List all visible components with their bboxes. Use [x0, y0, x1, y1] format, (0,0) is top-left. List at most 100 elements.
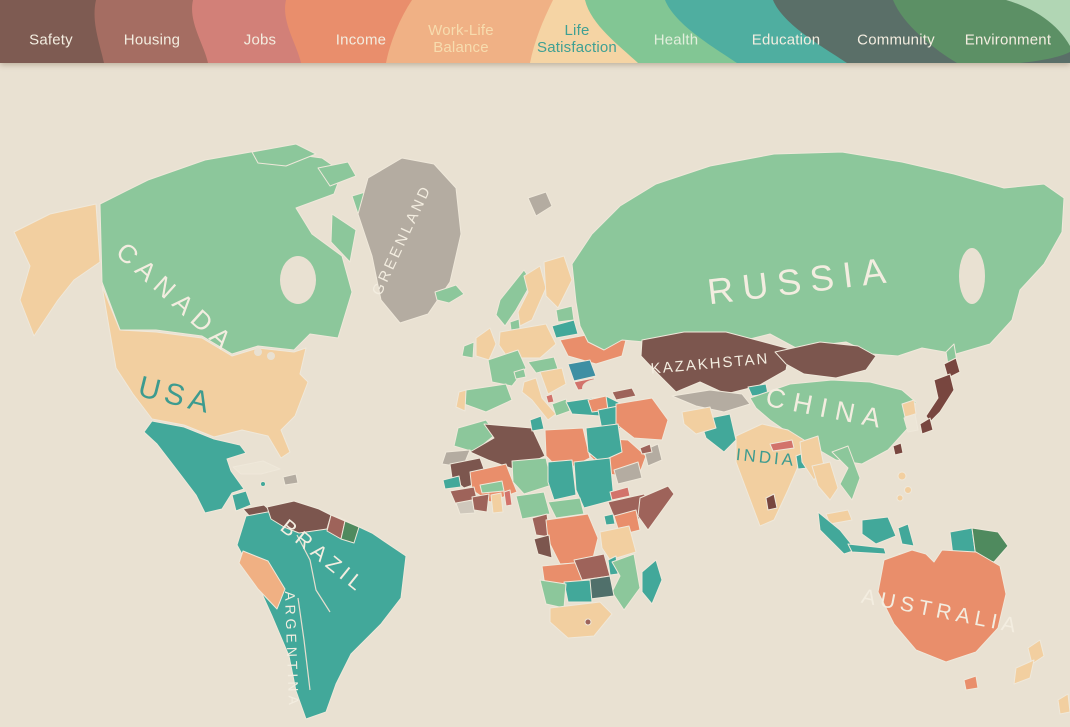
country-north-korea [901, 399, 917, 418]
indonesia-sumatra [817, 511, 857, 555]
legend-label-work-life-balance: Work-Life Balance [428, 22, 494, 56]
great-lakes [267, 352, 275, 360]
country-baffin [330, 213, 357, 263]
country-guatemala [231, 490, 252, 512]
country-romania [567, 359, 597, 382]
country-yemen [613, 461, 643, 485]
country-niger [511, 457, 553, 495]
world-map [13, 143, 1070, 720]
new-zealand-north [1027, 639, 1045, 665]
country-hispaniola [282, 473, 299, 486]
country-portugal [455, 389, 467, 412]
country-japan [925, 373, 955, 423]
region-caucasus [611, 387, 637, 401]
country-australia [877, 549, 1007, 663]
japan-hokkaido [943, 357, 961, 379]
country-jamaica [260, 481, 266, 487]
country-lesotho [584, 618, 592, 626]
country-alaska [13, 203, 101, 337]
country-iceland [434, 284, 465, 304]
japan-kyushu [919, 417, 934, 435]
country-spain [463, 383, 513, 413]
legend-label-housing: Housing [123, 31, 181, 49]
arctic-island [317, 161, 357, 187]
country-namibia [539, 579, 567, 609]
country-ivory-coast [471, 493, 490, 513]
legend-segment-environment [893, 0, 1070, 63]
country-south-africa [549, 601, 613, 639]
legend-waves [0, 0, 1070, 63]
country-india [735, 423, 805, 527]
border-brazil-west [296, 534, 331, 613]
country-chad [547, 459, 577, 501]
region-central-african-republic [547, 497, 585, 519]
region-turkmenistan-uzbekistan [671, 389, 751, 413]
country-china [749, 379, 917, 465]
country-usa [101, 285, 309, 459]
country-philippines [896, 494, 904, 502]
country-mozambique [611, 553, 641, 611]
country-egypt [585, 423, 623, 463]
legend-label-safety: Safety [29, 31, 73, 49]
border-chile-argentina [297, 597, 311, 691]
country-mongolia [774, 341, 877, 379]
legend-label-education: Education [751, 31, 821, 49]
country-finland [543, 255, 573, 309]
country-peru [238, 550, 286, 610]
country-south-korea [903, 413, 919, 433]
legend-label-community: Community [857, 31, 935, 49]
new-zealand-edge [1057, 693, 1070, 715]
svalbard [527, 191, 553, 217]
country-albania [545, 393, 555, 404]
arctic-island [251, 143, 317, 167]
new-zealand-south [1013, 659, 1035, 685]
region-baltics [555, 305, 575, 323]
hudson-bay [280, 256, 316, 304]
country-cuba [232, 460, 281, 475]
legend-end-cap [1006, 0, 1070, 46]
country-philippines [897, 471, 907, 481]
country-russia [571, 151, 1065, 357]
country-thailand [811, 461, 839, 501]
country-norway [495, 269, 533, 327]
country-vietnam [831, 445, 861, 501]
legend-label-health: Health [653, 31, 699, 49]
legend-label-life-satisfaction: Life Satisfaction [537, 22, 617, 56]
australia-tasmania [963, 675, 979, 691]
country-sudan [573, 457, 615, 509]
country-uganda [603, 513, 616, 526]
region-south-america [236, 505, 407, 720]
country-italy [521, 377, 557, 421]
region-central-europe [498, 323, 557, 359]
indonesia-borneo [861, 516, 897, 545]
country-uk [475, 327, 497, 361]
legend-label-environment: Environment [964, 31, 1052, 49]
region-sierra-leone-liberia [455, 499, 476, 515]
indonesia-java [847, 543, 887, 555]
country-eritrea [609, 486, 631, 501]
black-sea [582, 379, 614, 397]
sea-of-okhotsk [959, 248, 985, 304]
great-lakes [254, 348, 262, 356]
country-uae [639, 443, 653, 455]
country-sri-lanka [765, 493, 778, 511]
indonesia-sulawesi [897, 523, 915, 547]
country-tunisia [529, 415, 545, 432]
country-senegal [442, 475, 462, 490]
country-afghanistan [681, 406, 717, 435]
legend-bar: Safety Housing Jobs Income Work-Life Bal… [0, 0, 1070, 63]
country-france [487, 349, 527, 387]
region-balkans [539, 367, 567, 395]
country-ghana [490, 492, 504, 514]
country-suriname [340, 520, 360, 544]
country-madagascar [641, 559, 663, 605]
region-togo-benin [503, 489, 513, 507]
legend-label-jobs: Jobs [243, 31, 277, 49]
country-belarus [551, 319, 579, 339]
country-mexico [143, 420, 247, 514]
country-burkina-faso [479, 480, 505, 494]
country-nigeria [515, 491, 551, 520]
legend-label-income: Income [335, 31, 387, 49]
country-congo [533, 534, 553, 559]
country-botswana [563, 579, 593, 603]
